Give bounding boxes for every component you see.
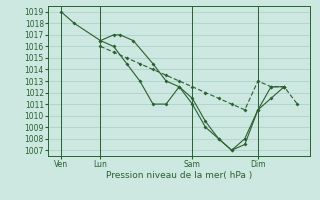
X-axis label: Pression niveau de la mer( hPa ): Pression niveau de la mer( hPa ) (106, 171, 252, 180)
